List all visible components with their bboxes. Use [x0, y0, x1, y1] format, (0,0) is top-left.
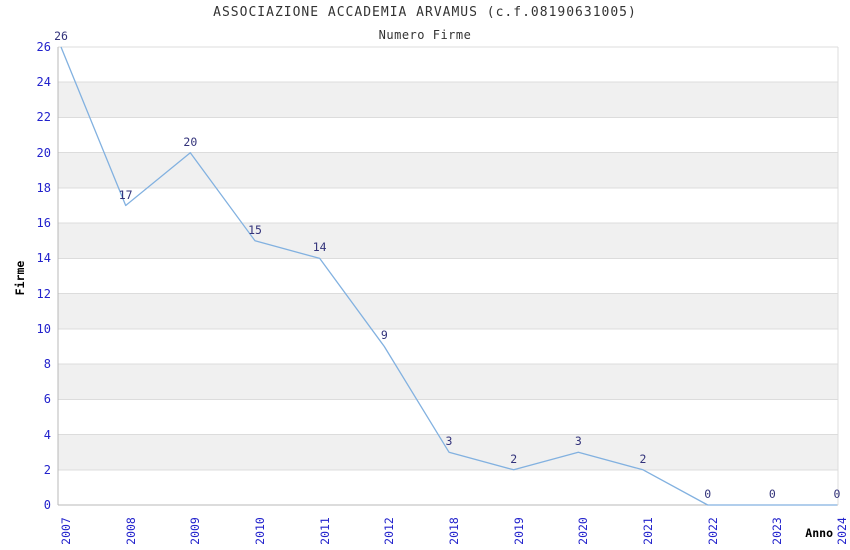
x-tick-label: 2018 — [447, 517, 461, 545]
x-tick-label: 2007 — [59, 517, 73, 545]
y-tick-label: 20 — [36, 145, 51, 160]
x-axis-title: Anno — [805, 526, 833, 540]
chart-title: ASSOCIAZIONE ACCADEMIA ARVAMUS (c.f.0819… — [213, 5, 637, 20]
y-tick-label: 0 — [43, 498, 51, 512]
data-label: 0 — [768, 487, 776, 501]
data-label: 2 — [510, 451, 518, 466]
y-tick-label: 18 — [36, 180, 51, 195]
x-tick-label: 2021 — [641, 517, 655, 545]
x-tick-label: 2019 — [511, 517, 526, 545]
band — [58, 152, 838, 188]
y-tick-label: 22 — [36, 110, 51, 125]
y-tick-label: 6 — [43, 392, 51, 407]
y-tick-label: 12 — [36, 286, 51, 301]
series-line — [60, 46, 837, 506]
y-tick-label: 2 — [43, 462, 51, 477]
band — [58, 82, 838, 118]
data-label: 0 — [704, 487, 712, 501]
chart-subtitle: Numero Firme — [378, 28, 472, 42]
x-tick-label: 2009 — [188, 517, 203, 545]
y-tick-label: 4 — [43, 427, 51, 442]
x-tick-label: 2008 — [123, 517, 138, 545]
data-label: 26 — [54, 29, 68, 43]
y-tick-label: 10 — [36, 321, 51, 336]
band — [58, 223, 838, 259]
y-tick-label: 14 — [36, 251, 51, 266]
data-label: 2 — [639, 451, 647, 466]
x-tick-label: 2010 — [253, 517, 267, 545]
y-tick-label: 24 — [36, 75, 51, 90]
data-label: 3 — [574, 434, 582, 449]
data-label: 20 — [183, 134, 198, 149]
data-label: 0 — [833, 487, 841, 501]
x-tick-label: 2024 — [835, 517, 849, 545]
band — [58, 293, 838, 329]
x-tick-label: 2011 — [317, 517, 332, 545]
data-label: 3 — [445, 434, 453, 449]
band — [58, 364, 838, 400]
y-axis-title: Firme — [13, 260, 27, 296]
data-label: 15 — [248, 222, 262, 237]
x-tick-label: 2020 — [576, 517, 591, 545]
band — [58, 434, 838, 470]
data-label: 17 — [118, 187, 133, 202]
data-label: 9 — [380, 328, 388, 343]
x-tick-label: 2012 — [382, 517, 397, 545]
x-tick-label: 2022 — [705, 517, 720, 545]
y-tick-label: 26 — [36, 40, 51, 54]
y-tick-label: 16 — [36, 216, 51, 231]
y-tick-label: 8 — [43, 357, 51, 372]
x-tick-label: 2023 — [770, 517, 785, 545]
data-label: 14 — [312, 240, 327, 255]
